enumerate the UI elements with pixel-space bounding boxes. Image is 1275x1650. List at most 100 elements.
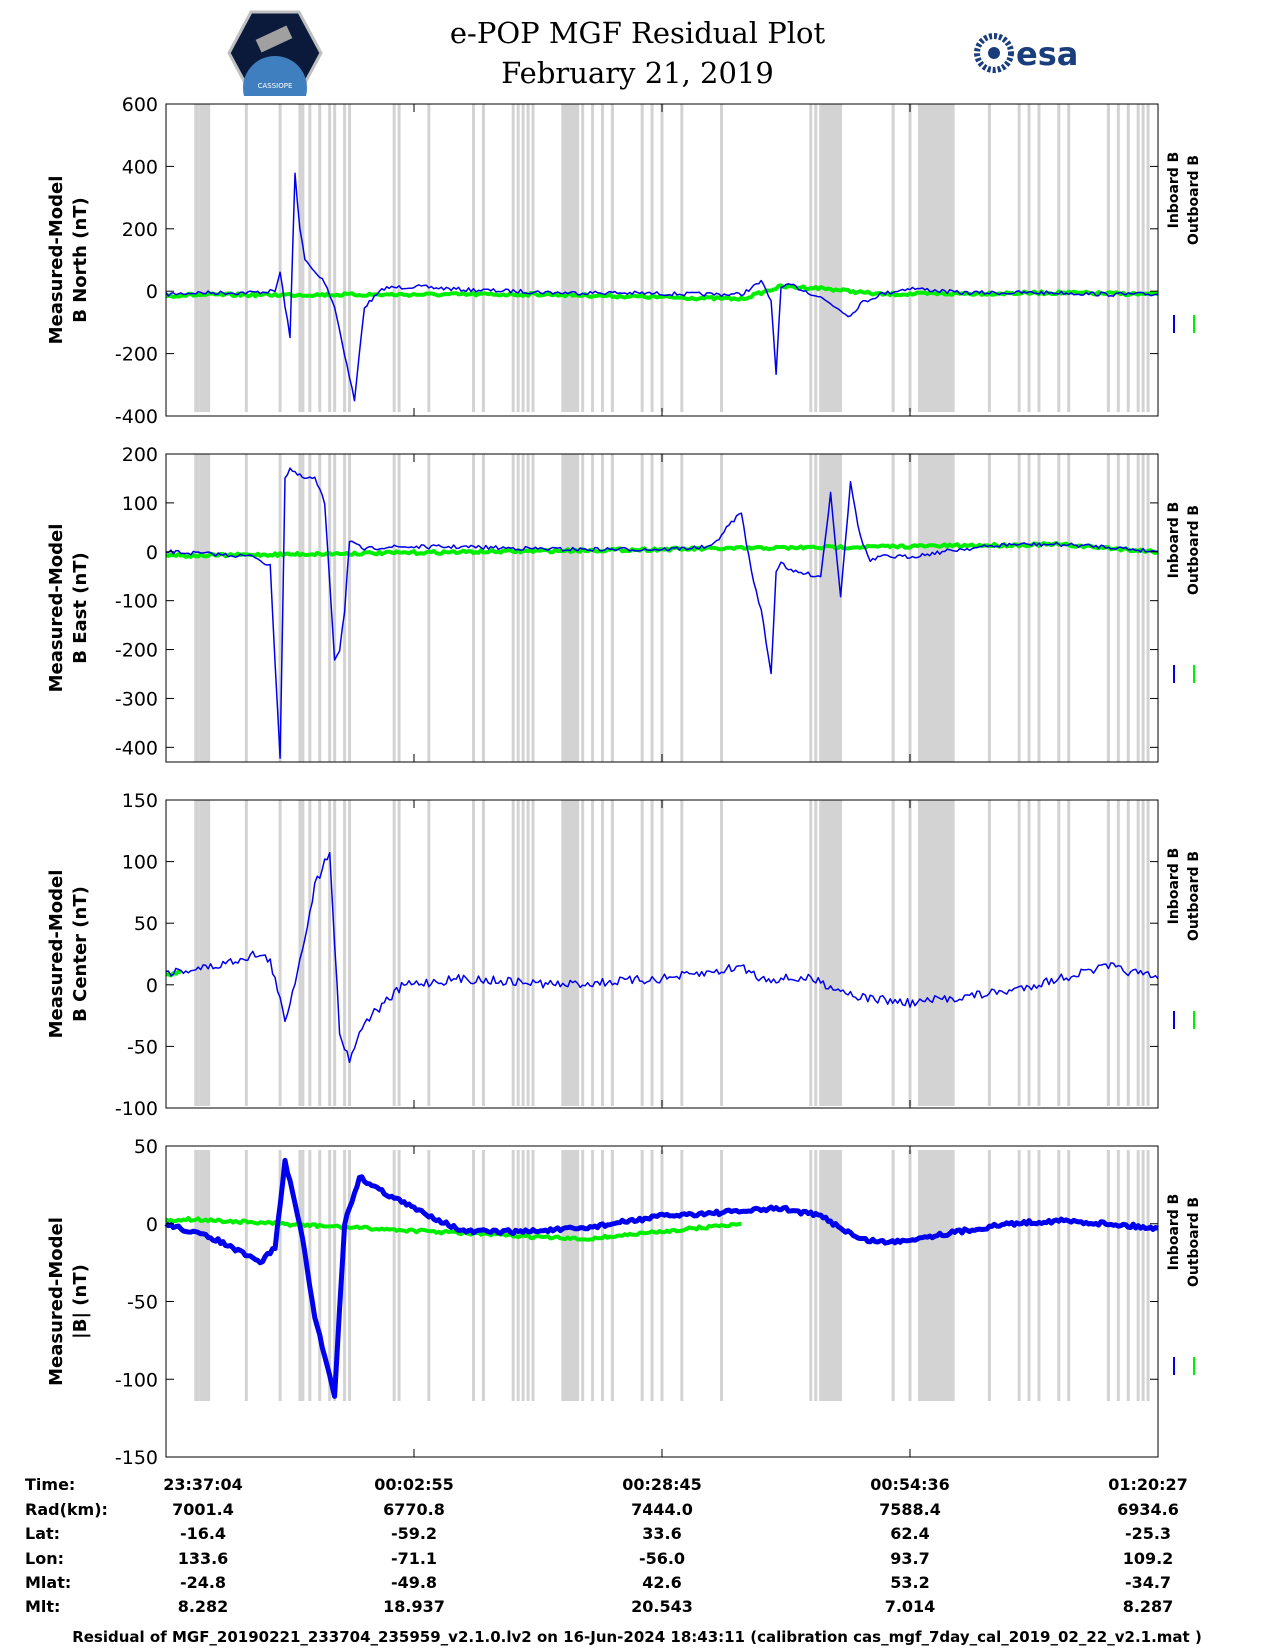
gap-shade <box>526 1150 530 1401</box>
info-cell: 00:02:55 <box>374 1475 454 1494</box>
gap-shade <box>348 1150 352 1401</box>
legend-outboard-label: Outboard B <box>1186 1197 1202 1287</box>
chart-title: e-POP MGF Residual Plot <box>449 16 826 50</box>
gap-shade <box>481 454 485 762</box>
gap-shade <box>194 1150 198 1401</box>
gap-shade <box>1116 1150 1120 1401</box>
gap-block <box>820 104 841 412</box>
gap-shade <box>472 800 476 1106</box>
gap-shade <box>1146 104 1150 412</box>
gap-shade <box>318 800 322 1106</box>
gap-shade <box>194 454 198 762</box>
gap-shade <box>392 104 396 412</box>
info-row-label: Lon: <box>25 1549 64 1568</box>
info-row-label: Time: <box>25 1475 75 1494</box>
gap-shade <box>199 104 203 412</box>
gap-shade <box>660 800 664 1106</box>
gap-shade <box>427 104 431 412</box>
y-tick-label: -100 <box>115 1098 158 1120</box>
gap-shade <box>1126 104 1130 412</box>
gap-shade <box>1136 1150 1140 1401</box>
gap-shade <box>1067 800 1071 1106</box>
y-axis-label-units: B East (nT) <box>70 552 91 664</box>
gap-shade <box>427 454 431 762</box>
cassiope-logo: CASSIOPE <box>227 10 323 96</box>
info-cell: 6770.8 <box>383 1500 445 1519</box>
gap-shade <box>301 454 305 762</box>
series-line-inboard <box>164 1157 1159 1399</box>
info-cell: -71.1 <box>391 1549 437 1568</box>
gap-shade <box>472 104 476 412</box>
y-tick-label: -150 <box>115 1447 158 1469</box>
info-cell: -24.8 <box>180 1573 226 1592</box>
gap-shade <box>348 800 352 1106</box>
gap-shade <box>650 104 654 412</box>
gap-block <box>562 104 578 412</box>
gap-shade <box>397 1150 401 1401</box>
gap-shade <box>201 1150 205 1401</box>
gap-shade <box>591 800 595 1106</box>
gap-shade <box>1057 454 1061 762</box>
gap-shade <box>1141 800 1145 1106</box>
y-tick-label: -200 <box>115 344 158 366</box>
gap-shade <box>333 454 337 762</box>
info-cell: 53.2 <box>890 1573 929 1592</box>
y-tick-label: -400 <box>115 406 158 428</box>
gap-shade <box>987 454 991 762</box>
info-row-label: Mlt: <box>25 1597 60 1616</box>
gap-block <box>917 104 955 412</box>
gap-shade <box>203 1150 207 1401</box>
y-tick-label: 100 <box>122 493 158 515</box>
gap-shade <box>581 1150 585 1401</box>
y-tick-label: -50 <box>127 1036 158 1058</box>
gap-shade <box>1057 1150 1061 1401</box>
gap-shade <box>244 800 248 1106</box>
gap-shade <box>205 454 209 762</box>
gap-shade <box>720 800 724 1106</box>
gap-shade <box>278 104 282 412</box>
gap-shade <box>814 1150 818 1401</box>
gap-shade <box>298 454 302 762</box>
gap-shade <box>1037 1150 1041 1401</box>
gap-shade <box>201 104 205 412</box>
series-line-outboard <box>165 283 1159 302</box>
gap-shade <box>526 800 530 1106</box>
gap-shade <box>328 1150 332 1401</box>
gap-shade <box>343 800 347 1106</box>
gap-shade <box>660 1150 664 1401</box>
y-tick-label: 200 <box>122 219 158 241</box>
gap-shade <box>301 1150 305 1401</box>
logo-left-text: CASSIOPE <box>258 82 293 90</box>
info-cell: 109.2 <box>1123 1549 1174 1568</box>
gap-shade <box>610 1150 614 1401</box>
gap-shade <box>640 454 644 762</box>
y-tick-label: -400 <box>115 737 158 759</box>
gap-shade <box>521 1150 525 1401</box>
gap-shade <box>814 104 818 412</box>
gap-shade <box>196 104 200 412</box>
gap-shade <box>348 454 352 762</box>
gap-shade <box>1067 454 1071 762</box>
gap-shade <box>1116 454 1120 762</box>
legend-inboard-label: Inboard B <box>1166 848 1182 925</box>
gap-shade <box>328 800 332 1106</box>
info-row-label: Rad(km): <box>25 1500 108 1519</box>
gap-shade <box>511 1150 515 1401</box>
gap-block <box>917 800 955 1106</box>
gap-shade <box>908 104 912 412</box>
gap-shade <box>397 454 401 762</box>
gap-shade <box>481 104 485 412</box>
info-cell: 42.6 <box>642 1573 681 1592</box>
gap-block <box>820 1150 841 1401</box>
gap-shade <box>1136 454 1140 762</box>
y-tick-label: -50 <box>127 1292 158 1314</box>
gap-shade <box>1126 800 1130 1106</box>
gap-shade <box>1067 104 1071 412</box>
series-line-inboard <box>165 172 1159 402</box>
gap-shade <box>809 104 813 412</box>
legend-outboard-label: Outboard B <box>1186 851 1202 941</box>
gap-shade <box>481 1150 485 1401</box>
y-tick-label: -300 <box>115 688 158 710</box>
info-cell: 01:20:27 <box>1108 1475 1188 1494</box>
gap-shade <box>610 800 614 1106</box>
